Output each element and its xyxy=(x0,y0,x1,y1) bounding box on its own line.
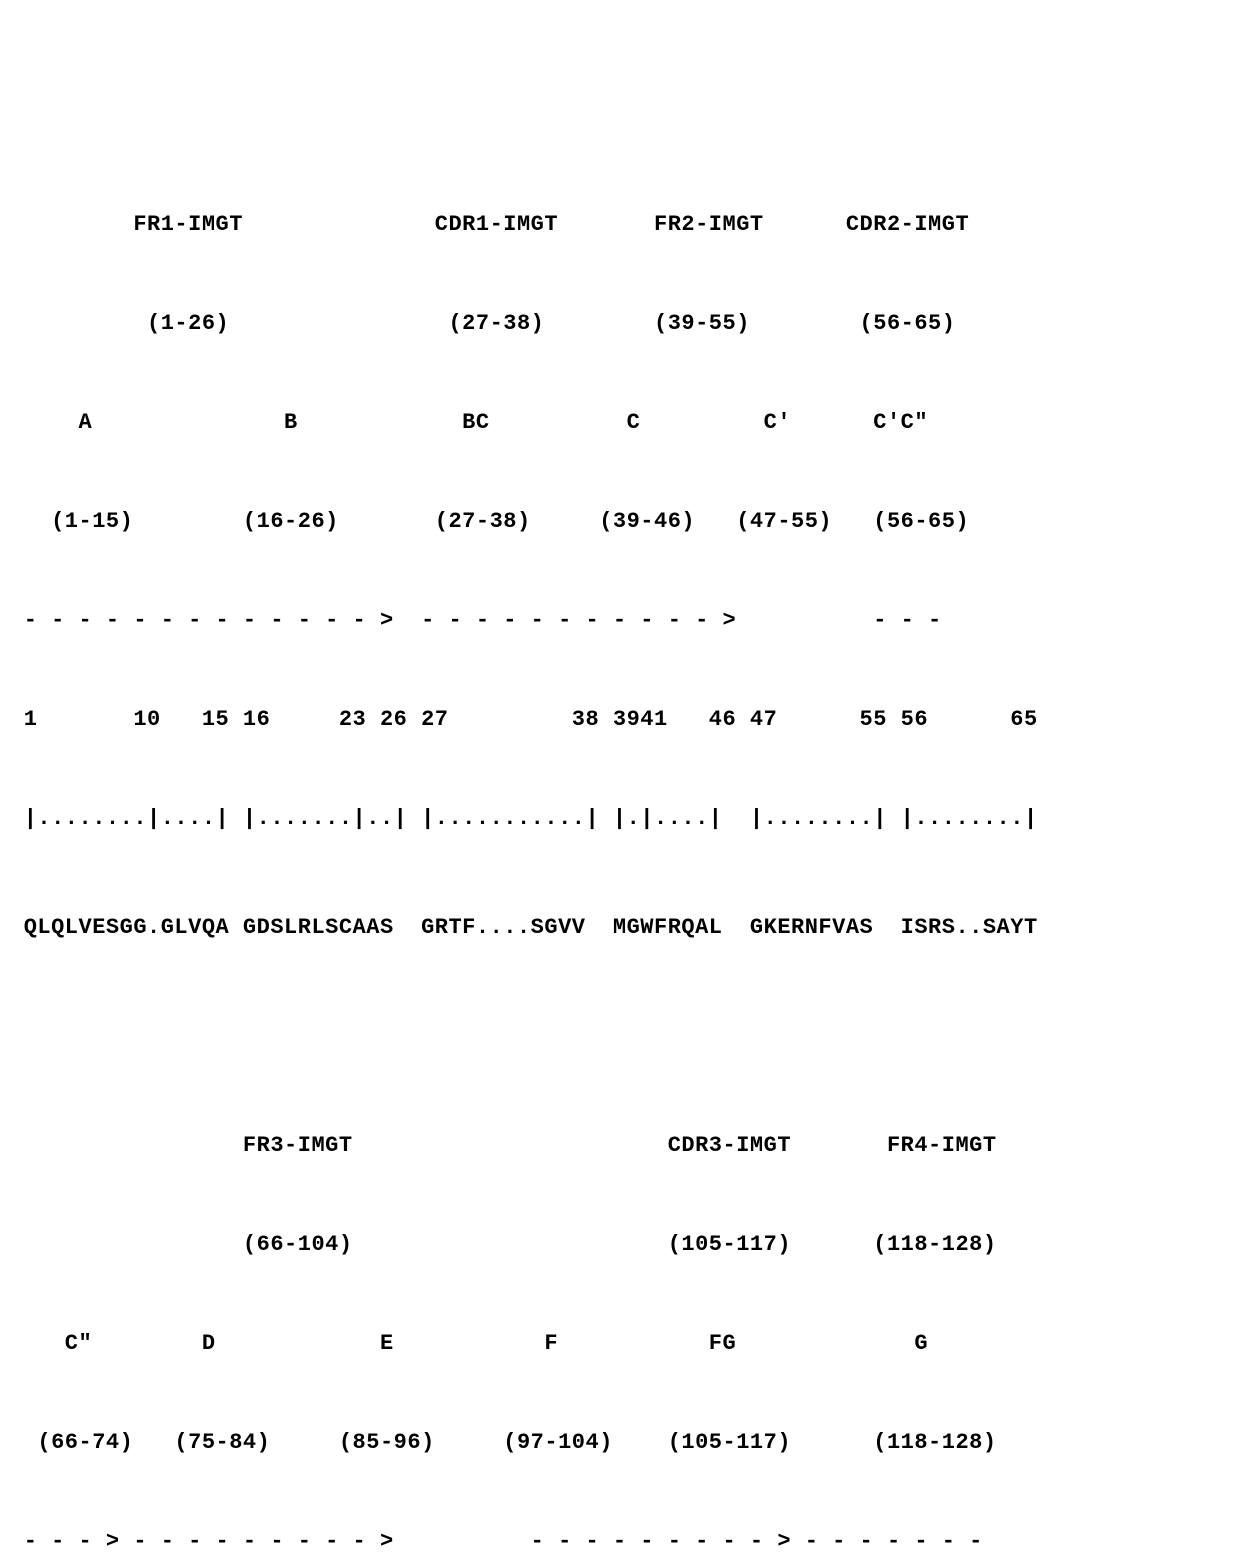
region-header-row: FR3-IMGT CDR3-IMGT FR4-IMGT xyxy=(10,1129,1230,1162)
alignment-block-2: FR3-IMGT CDR3-IMGT FR4-IMGT (66-104) (10… xyxy=(10,1063,1230,1556)
alignment-block-1: FR1-IMGT CDR1-IMGT FR2-IMGT CDR2-IMGT (1… xyxy=(10,142,1230,977)
strand-header-row: C" D E F FG G xyxy=(10,1327,1230,1360)
region-range-row: (66-104) (105-117) (118-128) xyxy=(10,1228,1230,1261)
arrow-row: - - - > - - - - - - - - - > - - - - - - … xyxy=(10,1525,1230,1556)
region-header-row: FR1-IMGT CDR1-IMGT FR2-IMGT CDR2-IMGT xyxy=(10,208,1230,241)
strand-range-row: (1-15) (16-26) (27-38) (39-46) (47-55) (… xyxy=(10,505,1230,538)
strand-range-row: (66-74) (75-84) (85-96) (97-104) (105-11… xyxy=(10,1426,1230,1459)
strand-header-row: A B BC C C' C'C" xyxy=(10,406,1230,439)
region-range-row: (1-26) (27-38) (39-55) (56-65) xyxy=(10,307,1230,340)
sequence-row: QLQLVESGG.GLVQA GDSLRLSCAAS GRTF....SGVV… xyxy=(10,911,1230,944)
positions-row: 1 10 15 16 23 26 27 38 3941 46 47 55 56 … xyxy=(10,703,1230,736)
ruler-row: |........|....| |.......|..| |..........… xyxy=(10,802,1230,835)
arrow-row: - - - - - - - - - - - - - > - - - - - - … xyxy=(10,604,1230,637)
